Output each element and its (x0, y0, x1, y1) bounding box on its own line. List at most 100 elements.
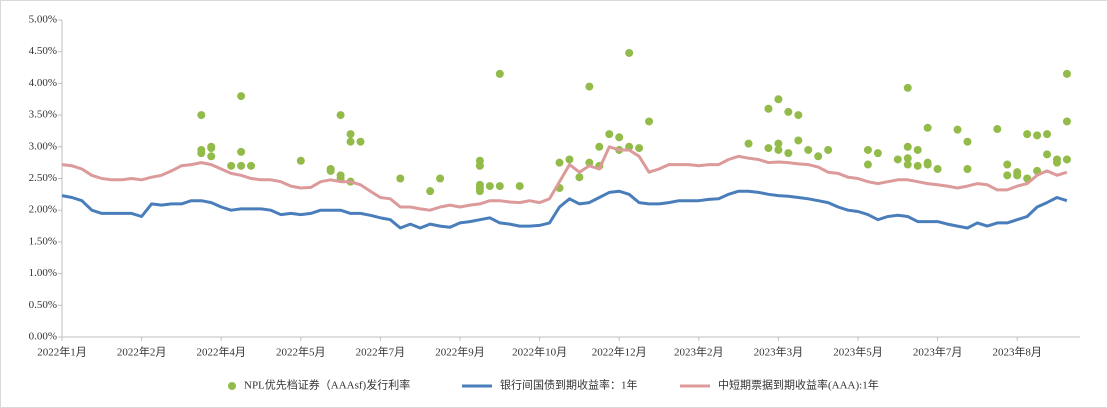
scatter-point (336, 171, 345, 180)
scatter-point (585, 82, 594, 91)
scatter-point (356, 137, 365, 146)
scatter-point (903, 160, 912, 169)
x-tick-label: 2023年2月 (674, 345, 724, 359)
scatter-point (475, 161, 484, 170)
scatter-point (933, 164, 942, 173)
legend-marker (228, 382, 236, 390)
y-tick-label: 2.00% (29, 204, 57, 216)
y-tick-label: 1.00% (29, 267, 57, 279)
scatter-point (336, 111, 345, 120)
scatter-point (764, 104, 773, 113)
scatter-point (1062, 155, 1071, 164)
x-tick-label: 2022年1月 (37, 345, 87, 359)
x-tick-label: 2022年2月 (117, 345, 167, 359)
scatter-point (1013, 171, 1022, 180)
y-tick-label: 0.00% (29, 331, 57, 343)
scatter-point (605, 130, 614, 139)
scatter-point (227, 161, 236, 170)
scatter-point (913, 161, 922, 170)
scatter-point (247, 161, 256, 170)
scatter-point (993, 125, 1002, 134)
scatter-point (346, 137, 355, 146)
y-tick-label: 1.50% (29, 235, 57, 247)
x-tick-label: 2022年4月 (196, 345, 246, 359)
scatter-point (764, 144, 773, 153)
scatter-point (495, 69, 504, 78)
legend-label: 中短期票据到期收益率(AAA):1年 (718, 378, 879, 392)
scatter-point (893, 155, 902, 164)
x-tick-label: 2022年12月 (592, 345, 647, 359)
scatter-point (565, 155, 574, 164)
scatter-point (237, 147, 246, 156)
scatter-point (555, 158, 564, 167)
legend-label: 银行间国债到期收益率：1年 (500, 378, 638, 392)
scatter-point (495, 182, 504, 191)
scatter-point (237, 92, 246, 101)
x-tick-label: 2023年8月 (992, 345, 1042, 359)
x-tick-label: 2022年9月 (435, 345, 485, 359)
scatter-point (794, 111, 803, 120)
scatter-point (237, 161, 246, 170)
scatter-point (804, 145, 813, 154)
scatter-point (953, 125, 962, 134)
scatter-point (615, 133, 624, 142)
scatter-point (774, 139, 783, 148)
scatter-point (1053, 155, 1061, 164)
y-tick-label: 0.50% (29, 299, 57, 311)
scatter-point (197, 111, 206, 120)
scatter-point (595, 142, 604, 151)
line-series (61, 145, 1068, 212)
y-tick-label: 2.50% (29, 172, 57, 184)
scatter-point (396, 174, 405, 183)
scatter-point (794, 136, 803, 145)
scatter-point (824, 145, 833, 154)
x-tick-label: 2023年5月 (833, 345, 883, 359)
y-tick-label: 4.00% (29, 77, 57, 89)
scatter-point (963, 164, 972, 173)
y-tick-label: 3.00% (29, 140, 57, 152)
scatter-point (585, 158, 594, 167)
scatter-point (485, 182, 494, 191)
scatter-point (963, 137, 972, 146)
scatter-point (426, 187, 435, 196)
scatter-point (784, 149, 793, 158)
y-tick-label: 4.50% (29, 45, 57, 57)
x-tick-label: 2022年5月 (276, 345, 326, 359)
x-tick-label: 2023年7月 (913, 345, 963, 359)
scatter-point (784, 107, 793, 116)
scatter-point (207, 152, 216, 161)
scatter-point (814, 152, 823, 161)
scatter-point (903, 83, 912, 92)
legend-label: NPL优先档证券（AAAsf)发行利率 (244, 378, 410, 392)
scatter-point (326, 166, 335, 175)
scatter-point (1003, 160, 1012, 169)
scatter-point (774, 145, 783, 154)
line-series (61, 189, 1068, 230)
scatter-point (436, 174, 445, 183)
x-tick-label: 2023年3月 (754, 345, 804, 359)
scatter-point (475, 180, 484, 189)
scatter-point (923, 160, 932, 169)
scatter-point (207, 142, 216, 151)
scatter-point (923, 123, 932, 132)
scatter-point (744, 139, 753, 148)
scatter-point (863, 160, 872, 169)
scatter-point (515, 182, 524, 191)
y-tick-label: 5.00% (29, 14, 57, 26)
scatter-point (1003, 171, 1012, 180)
scatter-point (863, 145, 872, 154)
scatter-point (575, 173, 584, 182)
scatter-point (346, 130, 355, 139)
x-tick-label: 2022年10月 (512, 345, 567, 359)
scatter-point (1033, 131, 1042, 140)
scatter-point (475, 187, 484, 196)
scatter-point (1023, 130, 1032, 139)
scatter-point (197, 149, 206, 158)
scatter-point (774, 95, 783, 104)
scatter-point (635, 144, 644, 153)
scatter-point (903, 154, 912, 163)
scatter-point (296, 156, 305, 165)
scatter-point (1062, 69, 1071, 78)
scatter-point (903, 142, 912, 151)
